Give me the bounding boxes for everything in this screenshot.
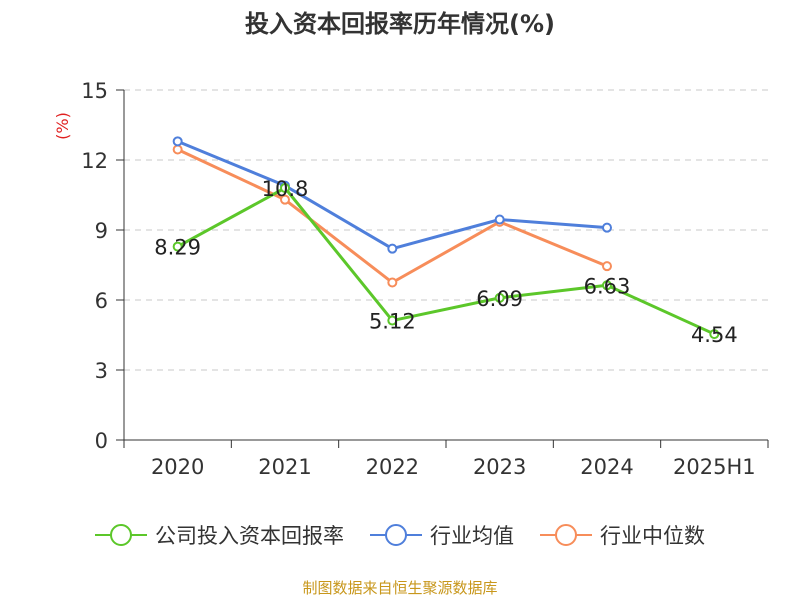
legend-label: 行业中位数: [600, 524, 705, 548]
series-line: [177, 139, 608, 251]
data-label: 10.8: [262, 177, 309, 201]
data-point: [280, 194, 290, 205]
data-point: [172, 241, 183, 252]
data-label: 4.54: [691, 323, 738, 347]
legend-item: 行业均值: [370, 520, 514, 550]
series-line: [176, 186, 715, 336]
data-point: [709, 329, 720, 340]
y-tick-label: 0: [95, 429, 108, 453]
data-point: [494, 292, 505, 303]
y-axis-label: (%): [53, 112, 72, 140]
x-tick-label: 2021: [258, 455, 311, 479]
data-point: [172, 144, 183, 155]
data-point: [387, 315, 398, 326]
data-label: 6.09: [476, 287, 523, 311]
legend: 公司投入资本回报率 行业均值 行业中位数: [0, 520, 800, 550]
y-tick-label: 3: [95, 359, 108, 383]
data-label: 5.12: [369, 310, 416, 334]
chart-title: 投入资本回报率历年情况(%): [245, 10, 555, 38]
legend-swatch: [540, 524, 592, 546]
data-point: [172, 136, 183, 147]
data-labels: 8.29 10.8 5.12 6.09 6.63 4.54: [154, 177, 737, 347]
data-point: [602, 261, 612, 272]
data-label: 6.63: [584, 274, 631, 298]
data-label: 8.29: [154, 236, 201, 260]
legend-item: 行业中位数: [540, 520, 705, 550]
data-point: [280, 183, 290, 193]
data-point: [602, 222, 612, 233]
legend-label: 公司投入资本回报率: [155, 524, 344, 548]
data-point: [494, 214, 505, 225]
data-point: [602, 280, 612, 291]
legend-item: 公司投入资本回报率: [95, 520, 344, 550]
x-tick-label: 2020: [151, 455, 204, 479]
legend-swatch: [370, 524, 422, 546]
series-lines: [172, 136, 720, 340]
legend-swatch: [95, 524, 147, 546]
data-point: [387, 243, 398, 254]
axes: 0 3 6 9 12 15 (%) 2020 2021 2022 2023 2024 2025H1: [53, 79, 769, 479]
x-tick-label: 2024: [580, 455, 633, 479]
y-tick-label: 15: [81, 79, 108, 103]
legend-label: 行业均值: [430, 524, 514, 548]
footer-source: 制图数据来自恒生聚源数据库: [302, 579, 498, 597]
y-tick-label: 9: [95, 219, 108, 243]
y-tick-label: 12: [81, 149, 108, 173]
y-tick-label: 6: [95, 289, 108, 313]
gridlines: [124, 89, 768, 371]
x-tick-label: 2022: [366, 455, 419, 479]
x-tick-label: 2023: [473, 455, 526, 479]
data-point: [387, 277, 398, 288]
x-tick-label: 2025H1: [673, 455, 756, 479]
